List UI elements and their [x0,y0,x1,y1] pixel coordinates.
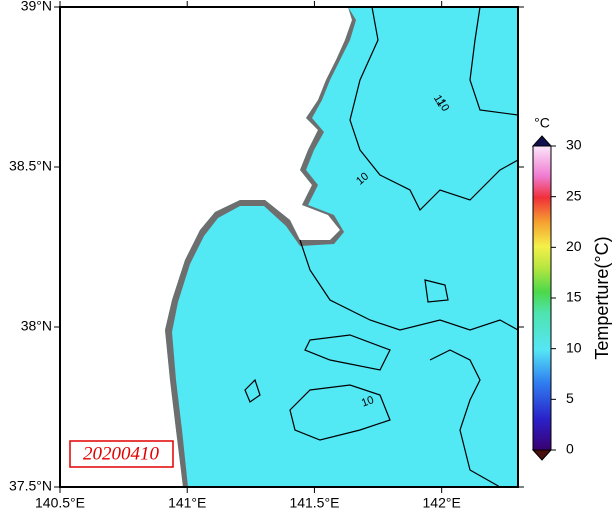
y-tick-label: 37.5°N [9,478,52,494]
colorbar-tick-label: 30 [566,137,582,153]
colorbar-max-arrow [531,135,553,147]
y-tick-label: 38°N [21,318,52,334]
y-tick-label: 38.5°N [9,158,52,174]
x-tick-label: 142°E [423,495,461,511]
x-tick-label: 141.5°E [289,495,339,511]
date-label: 20200410 [83,443,160,464]
date-box [69,440,174,468]
contour-label: 10 [435,97,452,114]
map-area [60,6,519,488]
x-tick-label: 140.5°E [35,495,85,511]
contour-label: 11 [431,93,447,109]
colorbar-min-arrow [531,449,553,461]
colorbar-unit: °C [534,115,550,131]
map-frame [59,6,519,488]
x-tick-label: 141°E [168,495,206,511]
colorbar-tick-label: 15 [566,289,582,305]
contour-label: 10 [360,394,376,409]
colorbar-tick-label: 0 [566,441,574,457]
colorbar-title: Temperture(°C) [592,236,612,359]
colorbar-bar [532,145,552,451]
y-tick-label: 39°N [21,0,52,14]
colorbar-tick-label: 5 [566,390,574,406]
land [60,7,352,487]
colorbar-tick-label: 25 [566,187,582,203]
axes: 140.5°E 141°E 141.5°E 142°E 37.5°N 38°N 38.5°N… [9,0,582,511]
colorbar: °C Temperture(°C) [531,115,612,461]
colorbar-tick-label: 10 [566,339,582,355]
contours [244,6,519,488]
colorbar-tick-label: 20 [566,238,582,254]
